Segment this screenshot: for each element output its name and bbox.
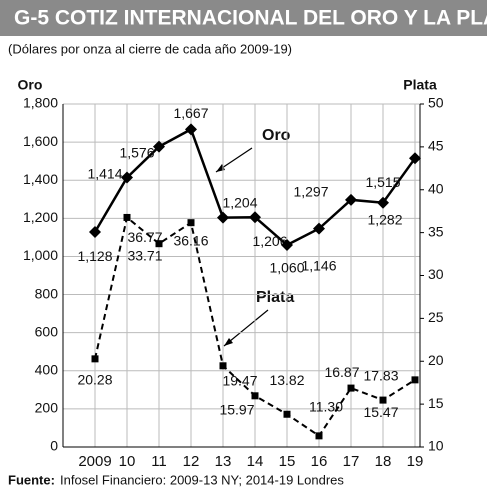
data-label: 1,128 (77, 248, 112, 264)
point (315, 432, 323, 440)
data-label: 33.71 (127, 247, 162, 263)
point (185, 123, 197, 136)
data-label: 11.30 (309, 399, 343, 415)
y-tick-label: 1,400 (23, 171, 58, 187)
data-label: 1,206 (252, 233, 287, 249)
data-label: 13.82 (269, 372, 304, 388)
y-tick-label: 800 (35, 285, 59, 301)
x-tick-label: 17 (343, 453, 360, 470)
data-label: 1,060 (269, 260, 304, 276)
point (409, 152, 421, 165)
point (91, 355, 99, 363)
point (219, 362, 227, 370)
y2-tick-label: 15 (428, 395, 444, 411)
x-tick-label: 15 (279, 453, 296, 470)
point (411, 376, 419, 384)
point (251, 392, 259, 400)
y2-tick-label: 40 (428, 180, 444, 196)
data-label: 1,414 (87, 165, 122, 181)
data-label: 16.87 (324, 364, 359, 380)
data-label: 17.83 (363, 368, 398, 384)
x-tick-label: 13 (215, 453, 232, 470)
annotation-arrow (223, 309, 269, 347)
arrow-head (224, 338, 233, 346)
data-label: 36.16 (173, 232, 208, 248)
source-label: Fuente: (8, 472, 55, 487)
data-label: 1,282 (367, 211, 402, 227)
data-label: 1,515 (365, 174, 400, 190)
data-label: 1,204 (222, 194, 257, 210)
data-label: 15.97 (219, 402, 254, 418)
point (347, 384, 355, 392)
source: Infosel Financiero: 2009-13 NY; 2014-19 … (60, 472, 344, 487)
point (379, 396, 387, 404)
y-tick-label: 1,600 (23, 133, 58, 149)
point (249, 211, 261, 224)
data-label: 36.77 (127, 229, 162, 245)
y2-tick-label: 35 (428, 223, 444, 239)
y-tick-label: 1,000 (23, 247, 58, 263)
point (345, 193, 357, 206)
y-tick-label: 0 (50, 438, 58, 454)
point (155, 240, 163, 248)
title-bar (0, 0, 487, 36)
arrow-head (216, 164, 225, 172)
point (123, 213, 131, 221)
x-tick-label: 10 (119, 453, 136, 470)
y-tick-label: 400 (35, 361, 59, 377)
data-label: 20.28 (77, 372, 112, 388)
y2-axis-label: Plata (403, 77, 437, 93)
y2-tick-label: 10 (428, 438, 444, 454)
x-tick-label: 11 (151, 453, 167, 470)
data-label: 1,297 (293, 184, 328, 200)
point (313, 222, 325, 235)
point (121, 171, 133, 184)
point (283, 410, 291, 418)
x-tick-label: 19 (407, 453, 424, 470)
annotation-oro: Oro (262, 127, 291, 144)
chart-title: G-5 COTIZ INTERNACIONAL DEL ORO Y LA PLA… (14, 7, 487, 30)
y-tick-label: 1,200 (23, 209, 58, 225)
y2-tick-label: 20 (428, 352, 444, 368)
y-axis-label: Oro (18, 77, 43, 93)
point (153, 140, 165, 153)
x-tick-label: 16 (311, 453, 328, 470)
point (187, 219, 195, 227)
y2-tick-label: 45 (428, 138, 444, 154)
data-label: 15.47 (363, 404, 398, 420)
x-tick-label: 2009 (78, 453, 111, 470)
data-label: 19.47 (222, 372, 257, 388)
x-tick-label: 14 (247, 453, 264, 470)
y2-tick-label: 50 (428, 95, 444, 111)
point (281, 239, 293, 252)
data-label: 1,146 (301, 257, 336, 273)
y-tick-label: 200 (35, 400, 59, 416)
data-label: 1,667 (173, 105, 208, 121)
data-label: 1,576 (119, 144, 154, 160)
x-tick-label: 12 (183, 453, 200, 470)
y-tick-label: 600 (35, 323, 59, 339)
y-tick-label: 1,800 (23, 95, 58, 111)
subtitle: (Dólares por onza al cierre de cada año … (8, 41, 292, 56)
annotation-plata: Plata (256, 289, 294, 306)
y2-tick-label: 30 (428, 266, 444, 282)
point (217, 211, 229, 224)
x-tick-label: 18 (375, 453, 392, 470)
y2-tick-label: 25 (428, 309, 444, 325)
point (377, 196, 389, 209)
point (89, 226, 101, 239)
